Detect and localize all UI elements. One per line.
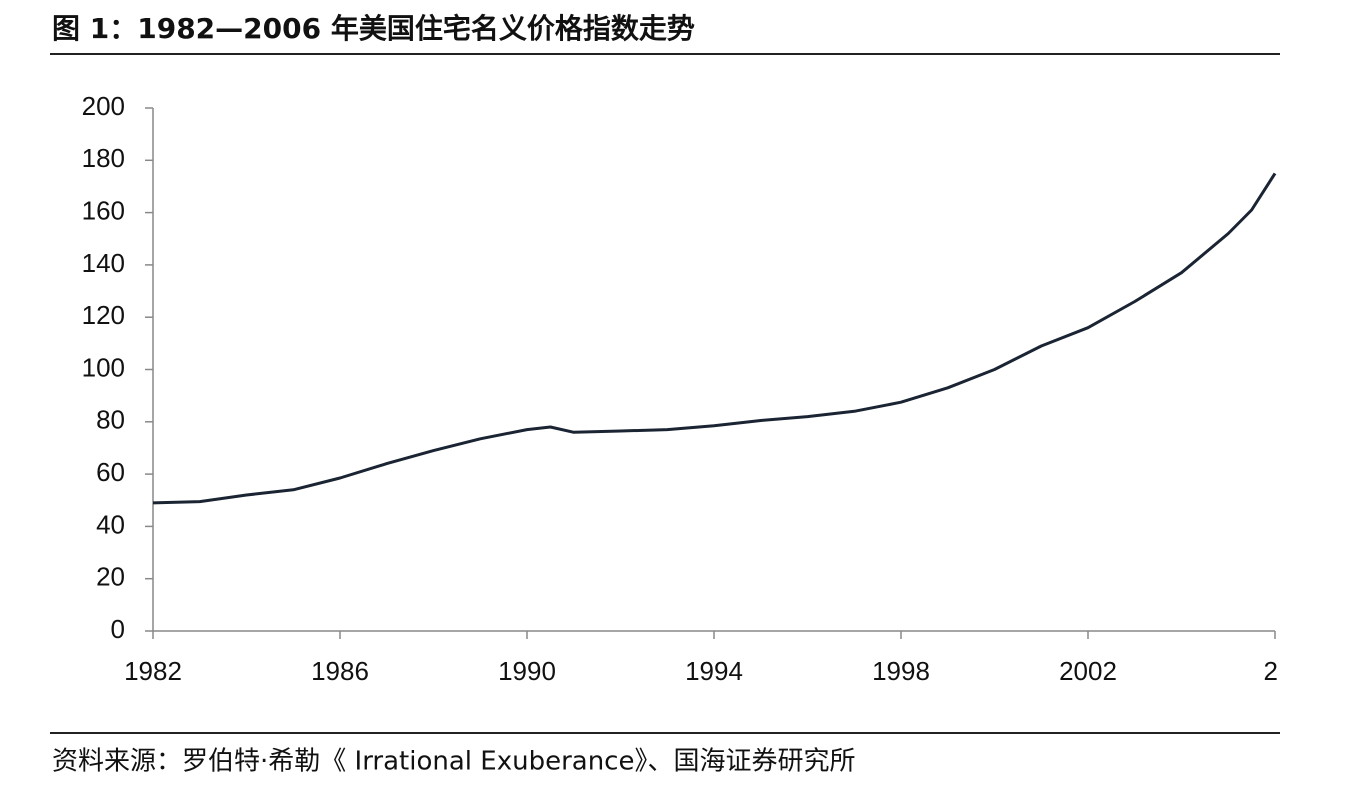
x-tick-label: 1982 <box>124 656 182 686</box>
y-tick-label: 20 <box>96 562 125 592</box>
data-line <box>152 172 1277 505</box>
x-tick-label: 1986 <box>311 656 369 686</box>
x-tick-label: 2002 <box>1059 656 1117 686</box>
chart-title: 图 1：1982—2006 年美国住宅名义价格指数走势 <box>52 12 695 45</box>
x-tick-label: 1990 <box>498 656 556 686</box>
y-tick-label: 160 <box>82 195 125 225</box>
y-tick-label: 100 <box>82 352 125 382</box>
y-tick-label: 200 <box>82 91 125 121</box>
y-tick-label: 0 <box>111 614 125 644</box>
y-tick-label: 140 <box>82 248 125 278</box>
y-tick-label: 60 <box>96 457 125 487</box>
y-tick-label: 80 <box>96 405 125 435</box>
y-tick-label: 40 <box>96 509 125 539</box>
y-tick-label: 180 <box>82 143 125 173</box>
x-tick-label: 1994 <box>685 656 743 686</box>
x-tick-label: 1998 <box>872 656 930 686</box>
x-tick-label: 2 <box>1264 656 1278 686</box>
source-note: 资料来源：罗伯特·希勒《 Irrational Exuberance》、国海证券… <box>52 747 855 777</box>
y-tick-label: 120 <box>82 300 125 330</box>
